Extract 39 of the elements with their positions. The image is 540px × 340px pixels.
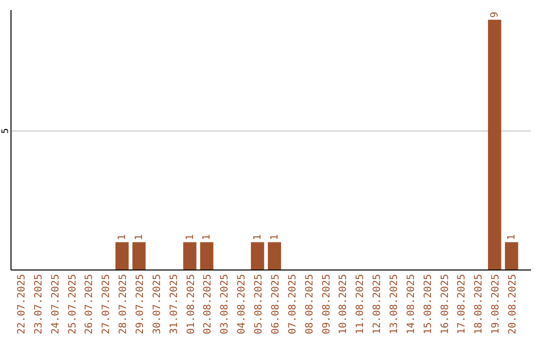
x-tick-label: 02.08.2025	[202, 274, 214, 334]
x-tick-label: 23.07.2025	[33, 274, 44, 334]
x-tick-label: 13.08.2025	[389, 274, 400, 334]
data-label: 9	[490, 12, 501, 18]
x-tick-label: 30.07.2025	[152, 274, 163, 334]
data-label: 1	[252, 234, 264, 240]
x-tick-label: 18.08.2025	[474, 274, 485, 334]
data-label: 1	[202, 234, 213, 240]
data-label: 1	[184, 234, 196, 240]
x-tick-label: 07.08.2025	[287, 274, 298, 334]
x-tick-label: 31.07.2025	[168, 274, 180, 334]
x-tick-label: 04.08.2025	[236, 274, 248, 334]
data-label: 1	[117, 234, 128, 240]
x-tick-label: 05.08.2025	[254, 274, 265, 334]
data-label: 1	[269, 234, 280, 240]
x-tick-label: 22.07.2025	[16, 274, 28, 334]
x-tick-label: 11.08.2025	[355, 274, 366, 334]
x-tick-label: 28.07.2025	[118, 274, 130, 334]
x-tick-label: 25.07.2025	[67, 274, 78, 334]
y-tick-label: 5	[1, 128, 11, 134]
x-tick-label: 20.08.2025	[508, 274, 519, 334]
x-tick-label: 06.08.2025	[270, 274, 282, 334]
data-label: 1	[134, 234, 145, 240]
x-tick-label: 08.08.2025	[304, 274, 316, 334]
data-label: 1	[506, 234, 518, 240]
x-tick-label: 19.08.2025	[490, 274, 502, 334]
x-tick-label: 17.08.2025	[456, 274, 468, 334]
x-tick-label: 15.08.2025	[422, 274, 434, 334]
x-tick-label: 09.08.2025	[321, 274, 332, 334]
x-tick-label: 16.08.2025	[440, 274, 451, 334]
x-tick-label: 03.08.2025	[220, 274, 231, 334]
x-tick-label: 24.07.2025	[50, 274, 62, 334]
x-tick-label: 26.07.2025	[84, 274, 96, 334]
x-tick-label: 10.08.2025	[338, 274, 350, 334]
x-tick-label: 14.08.2025	[406, 274, 417, 334]
x-tick-label: 12.08.2025	[372, 274, 384, 334]
x-tick-label: 27.07.2025	[101, 274, 112, 334]
x-tick-label: 01.08.2025	[186, 274, 197, 334]
x-tick-label: 29.07.2025	[134, 274, 146, 334]
